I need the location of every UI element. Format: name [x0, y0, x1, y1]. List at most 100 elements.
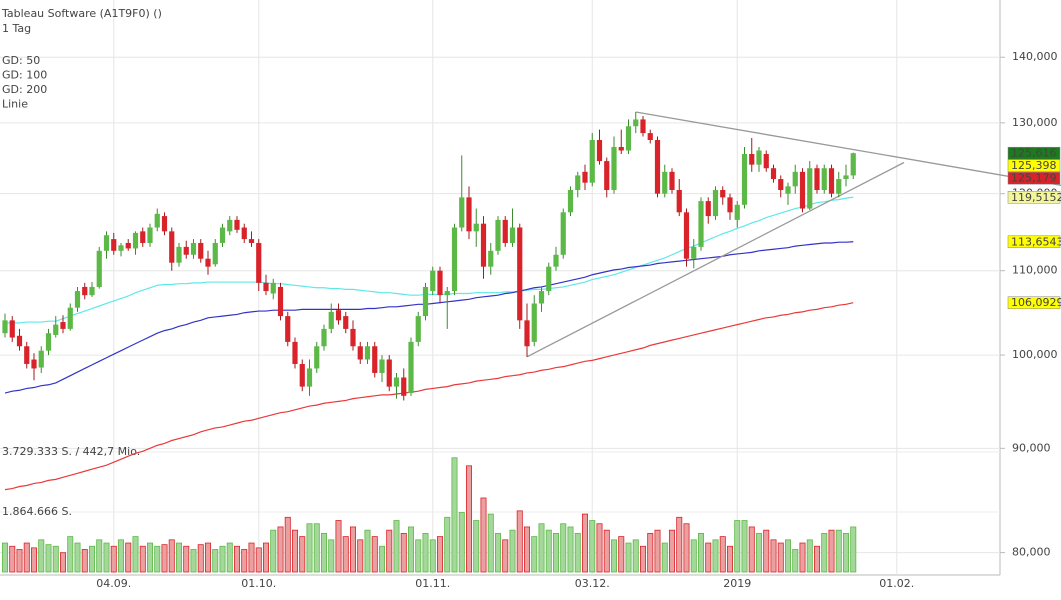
- volume-bar: [226, 542, 233, 573]
- candle-body: [147, 227, 153, 243]
- volume-bar: [618, 536, 625, 573]
- candle-body: [459, 197, 465, 228]
- candle-body: [306, 368, 313, 387]
- candle-body: [560, 212, 566, 255]
- candle-body: [364, 346, 371, 360]
- candle-body: [524, 320, 530, 347]
- candle-body: [161, 216, 168, 232]
- price-label: 113,6543: [1011, 235, 1061, 248]
- candle-body: [705, 201, 711, 217]
- volume-bar: [284, 516, 291, 573]
- volume-bar: [835, 529, 842, 573]
- candle-body: [67, 307, 73, 329]
- y-tick-label: 100,000: [1012, 348, 1058, 361]
- candle-body: [45, 333, 52, 351]
- candle-body: [843, 175, 849, 180]
- candle-body: [118, 245, 124, 251]
- volume-bar: [320, 532, 327, 573]
- candle-body: [379, 359, 385, 373]
- volume-bar: [574, 532, 581, 573]
- candle-body: [350, 328, 356, 347]
- candle-body: [451, 227, 458, 292]
- moving-average-line: [4, 241, 854, 394]
- volume-bar: [299, 536, 306, 573]
- candle-body: [372, 346, 378, 373]
- legend-entry: GD: 50: [2, 54, 40, 67]
- x-tick-label: 04.09.: [96, 577, 131, 590]
- volume-bar: [792, 549, 799, 573]
- candle-body: [480, 223, 487, 267]
- volume-bar: [306, 523, 313, 573]
- candle-body: [154, 213, 160, 228]
- volume-bar: [125, 542, 132, 573]
- candle-body: [698, 201, 704, 247]
- candle-body: [335, 310, 342, 321]
- candle-body: [2, 320, 8, 334]
- y-tick-label: 140,000: [1012, 50, 1058, 63]
- candle-body: [553, 254, 559, 267]
- candle-body: [604, 161, 610, 190]
- volume-bar: [785, 539, 792, 573]
- candle-body: [466, 197, 472, 232]
- candle-body: [212, 242, 218, 265]
- candle-body: [234, 219, 240, 230]
- price-label-box: [1007, 235, 1061, 249]
- moving-average-line: [5, 196, 854, 324]
- x-tick-label: 03.12.: [575, 577, 610, 590]
- price-label: 119,5152: [1011, 191, 1061, 204]
- volume-bar: [139, 545, 146, 573]
- candle-body: [343, 316, 349, 329]
- volume-tick-label: 3.729.333 S. / 442,7 Mio.: [2, 445, 140, 458]
- candle-body: [96, 250, 102, 287]
- candle-body: [509, 227, 516, 243]
- candle-body: [205, 258, 211, 267]
- volume-bar: [248, 542, 255, 573]
- candle-body: [618, 146, 624, 151]
- candle-body: [103, 235, 110, 251]
- y-tick-label: 150,000: [1012, 0, 1058, 2]
- price-label-box: [1007, 146, 1061, 160]
- candle-body: [241, 227, 247, 240]
- candle-body: [589, 140, 595, 183]
- candle-body: [256, 242, 262, 283]
- volume-bar: [589, 520, 596, 573]
- chart-title: Tableau Software (A1T9F0) (): [1, 7, 162, 20]
- candle-body: [495, 219, 501, 251]
- volume-bar: [647, 532, 654, 573]
- candle-body: [248, 239, 255, 243]
- candle-body: [270, 282, 276, 294]
- volume-bar: [727, 545, 734, 573]
- candle-body: [770, 168, 777, 180]
- price-label-box: [1007, 159, 1061, 172]
- x-tick-label: 01.02.: [879, 577, 914, 590]
- candle-body: [415, 316, 421, 342]
- volume-bar: [161, 544, 168, 573]
- candle-body: [546, 266, 552, 292]
- volume-bar: [38, 539, 45, 573]
- volume-bar: [473, 520, 480, 573]
- volume-bar: [683, 523, 690, 573]
- moving-average-line: [4, 302, 854, 491]
- price-label: 125,398: [1011, 159, 1057, 172]
- volume-bar: [291, 529, 298, 573]
- volume-bar: [118, 539, 125, 573]
- volume-bar: [2, 542, 8, 573]
- candle-body: [567, 189, 574, 213]
- candle-body: [169, 231, 175, 263]
- candle-body: [488, 250, 494, 267]
- volume-bar: [60, 552, 67, 573]
- volume-bar: [596, 523, 603, 573]
- candle-body: [198, 242, 204, 259]
- candle-body: [263, 282, 269, 292]
- volume-bar: [233, 545, 240, 573]
- volume-bar: [611, 539, 618, 573]
- candle-body: [741, 154, 748, 205]
- volume-bar: [146, 542, 153, 573]
- volume-bar: [241, 549, 248, 573]
- volume-bar: [81, 549, 88, 573]
- candle-body: [814, 168, 820, 190]
- candle-body: [799, 171, 806, 209]
- candle-body: [393, 377, 400, 387]
- volume-bar: [763, 529, 770, 573]
- volume-bar: [748, 526, 755, 573]
